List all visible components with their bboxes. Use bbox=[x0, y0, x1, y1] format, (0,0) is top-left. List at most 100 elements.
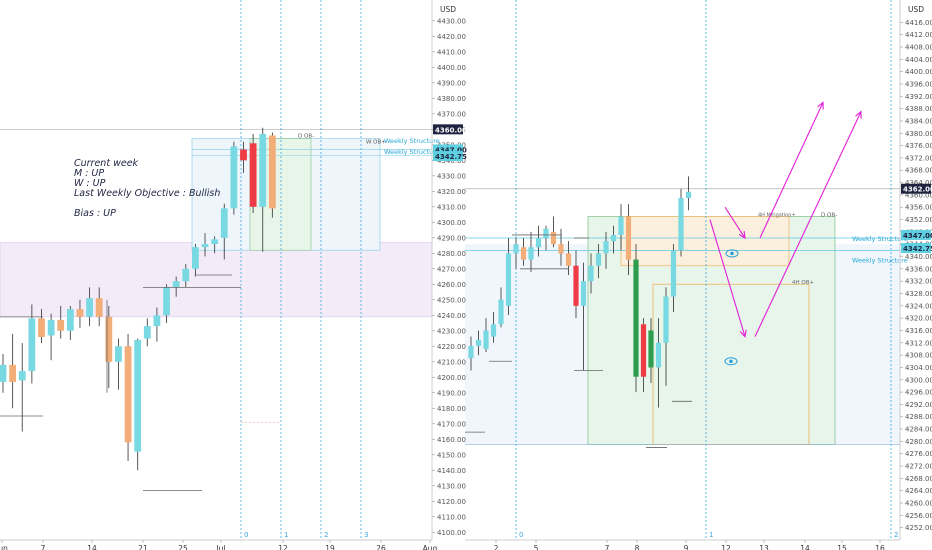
weekly-structure-label: Weekly Structure bbox=[384, 137, 440, 145]
candle-body bbox=[670, 250, 677, 297]
price-tick-label: 4408.00 bbox=[905, 43, 932, 51]
price-tick-label: 4330.00 bbox=[437, 172, 466, 180]
time-tick-label: 25 bbox=[178, 544, 188, 550]
price-tick-label: 4300.00 bbox=[437, 219, 466, 227]
weekly-structure-label: Weekly Structure bbox=[852, 235, 908, 243]
currency-label: USD bbox=[908, 5, 924, 14]
time-tick-label: 7 bbox=[41, 544, 46, 550]
currency-label: USD bbox=[440, 5, 456, 14]
note-weekly-trend: W : UP bbox=[74, 178, 106, 189]
projection-arrow-up-short-head bbox=[817, 101, 824, 110]
price-tick-label: 4380.00 bbox=[905, 130, 932, 138]
candle-body bbox=[18, 371, 26, 381]
price-tick-label: 4304.00 bbox=[905, 364, 932, 372]
price-tick-label: 4368.00 bbox=[905, 167, 932, 175]
candle-body bbox=[498, 299, 504, 325]
weekly-structure-label: Weekly Structure bbox=[384, 148, 440, 156]
background-layer bbox=[0, 138, 900, 445]
candle-body bbox=[603, 241, 609, 254]
price-tick-label: 4264.00 bbox=[905, 487, 932, 495]
time-tick-label: 5 bbox=[534, 544, 539, 550]
price-tick-label: 4352.00 bbox=[905, 216, 932, 224]
price-tag bbox=[901, 183, 931, 194]
price-tick-label: 4260.00 bbox=[437, 281, 466, 289]
candle-body bbox=[595, 253, 602, 266]
projection-arrow-down-long-head bbox=[739, 329, 747, 338]
candle-body bbox=[47, 319, 55, 336]
price-tick-label: 4280.00 bbox=[437, 250, 466, 258]
cycle-line-label: 0 bbox=[244, 531, 248, 539]
time-tick-label: 12 bbox=[721, 544, 731, 550]
candle-body bbox=[550, 231, 557, 245]
price-tick-label: 4410.00 bbox=[437, 48, 466, 56]
price-tick-label: 4320.00 bbox=[437, 188, 466, 196]
price-tick-label: 4328.00 bbox=[905, 290, 932, 298]
candle-body bbox=[528, 247, 534, 260]
price-tick-label: 4370.00 bbox=[437, 110, 466, 118]
price-tick-label: 4300.00 bbox=[905, 376, 932, 384]
candle-body bbox=[192, 247, 199, 269]
candle-body bbox=[134, 340, 142, 452]
price-tick-label: 4130.00 bbox=[437, 482, 466, 490]
time-tick-label: 13 bbox=[759, 544, 769, 550]
price-tick-label: 4110.00 bbox=[437, 513, 466, 521]
price-tick-label: 4310.00 bbox=[437, 203, 466, 211]
price-tick-label: 4230.00 bbox=[437, 327, 466, 335]
price-tick-label: 4430.00 bbox=[437, 17, 466, 25]
price-tick-label: 4416.00 bbox=[905, 19, 932, 27]
price-tick-label: 4276.00 bbox=[905, 450, 932, 458]
candle-body bbox=[625, 216, 632, 260]
time-tick-label: Jul bbox=[215, 544, 225, 550]
price-tick-label: 4200.00 bbox=[437, 374, 466, 382]
price-tag-label: 4362.00 bbox=[903, 186, 932, 194]
price-tag-label: 4342.75 bbox=[903, 245, 932, 253]
candles-layer bbox=[0, 127, 692, 471]
price-tick-label: 4396.00 bbox=[905, 80, 932, 88]
candle-body bbox=[268, 135, 276, 209]
candle-body bbox=[66, 309, 74, 331]
price-tick-label: 4290.00 bbox=[437, 234, 466, 242]
price-tick-label: 4360.00 bbox=[905, 191, 932, 199]
eye-icon bbox=[724, 357, 738, 366]
time-tick-label: 7 bbox=[605, 544, 610, 550]
candle-body bbox=[543, 228, 549, 239]
projection-arrow-up-short bbox=[759, 102, 824, 239]
price-tick-label: 4308.00 bbox=[905, 352, 932, 360]
price-tick-label: 4190.00 bbox=[437, 389, 466, 397]
candle-body bbox=[105, 316, 113, 362]
candle-body bbox=[172, 281, 180, 288]
cycle-line-label: 1 bbox=[284, 531, 288, 539]
candle-body bbox=[143, 326, 151, 339]
candle-body bbox=[9, 364, 17, 382]
price-tick-label: 4284.00 bbox=[905, 426, 932, 434]
cycle-line-label: 0 bbox=[519, 531, 523, 539]
candle-body bbox=[182, 268, 190, 282]
candle-body bbox=[610, 234, 617, 242]
price-tag bbox=[433, 144, 463, 155]
price-tick-label: 4316.00 bbox=[905, 327, 932, 335]
candle-body bbox=[153, 315, 161, 327]
candle-body bbox=[220, 208, 228, 238]
candle-body bbox=[468, 345, 474, 359]
time-tick-label: 16 bbox=[875, 544, 885, 550]
price-tag-label: 4347.00 bbox=[903, 232, 932, 240]
price-tag-label: 4347.00 bbox=[435, 146, 467, 154]
hfour-ob-label: 4H OB+ bbox=[792, 280, 814, 286]
price-tick-label: 4390.00 bbox=[437, 79, 466, 87]
price-tick-label: 4210.00 bbox=[437, 358, 466, 366]
price-tag-label: 4360.00 bbox=[435, 126, 467, 134]
candle-body bbox=[230, 146, 238, 209]
candle-body bbox=[520, 247, 527, 260]
candle-body bbox=[475, 339, 482, 346]
price-tick-label: 4400.00 bbox=[437, 64, 466, 72]
weekly-structure-label: Weekly Structure bbox=[852, 257, 908, 265]
price-tick-label: 4364.00 bbox=[905, 179, 932, 187]
projection-arrow-down-short-head bbox=[738, 231, 746, 240]
price-tick-label: 4340.00 bbox=[905, 253, 932, 261]
price-tag bbox=[901, 229, 931, 240]
price-tick-label: 4324.00 bbox=[905, 302, 932, 310]
price-tick-label: 4100.00 bbox=[437, 529, 466, 537]
